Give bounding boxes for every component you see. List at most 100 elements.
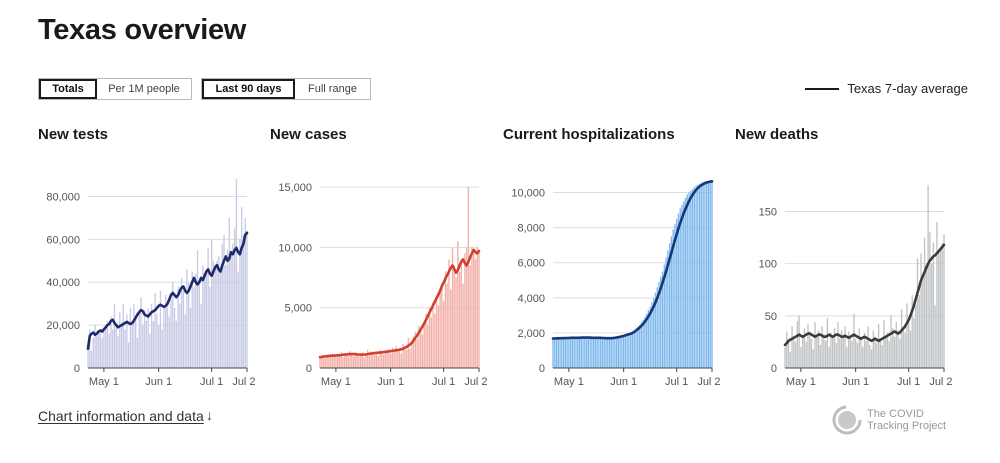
x-tick-label: Jul 1	[432, 376, 455, 388]
daily-bar	[104, 327, 107, 368]
daily-bar	[115, 325, 117, 368]
daily-bar	[246, 230, 248, 368]
daily-bar	[471, 247, 473, 368]
daily-bar	[124, 329, 126, 368]
daily-bar	[826, 317, 829, 368]
daily-bar	[389, 353, 392, 368]
daily-bar	[647, 310, 650, 368]
daily-bar	[407, 337, 410, 368]
daily-bar	[555, 338, 558, 368]
daily-bar	[672, 229, 674, 368]
daily-bar	[96, 335, 98, 368]
chart-information-link[interactable]: Chart information and data	[38, 408, 204, 424]
daily-bar	[929, 232, 931, 368]
daily-bar	[877, 324, 880, 368]
x-tick-label: May 1	[554, 376, 584, 388]
x-tick-label: Jul 21	[929, 376, 952, 388]
daily-bar	[163, 307, 165, 368]
seven-day-average-line	[783, 243, 946, 347]
x-tick-label: Jun 1	[842, 376, 869, 388]
daily-bar	[840, 330, 843, 368]
y-tick-label: 100	[759, 259, 777, 271]
covid-tracking-project-logo[interactable]: The COVID Tracking Project	[832, 405, 946, 435]
daily-bar	[476, 247, 478, 368]
daily-bar	[239, 239, 241, 368]
daily-bar	[170, 299, 172, 368]
daily-bar	[435, 295, 438, 368]
daily-bar	[686, 194, 688, 368]
daily-bar	[695, 185, 697, 368]
daily-bar	[645, 313, 648, 368]
daily-bar	[159, 290, 162, 368]
daily-bar	[707, 181, 710, 368]
daily-bar	[688, 192, 690, 368]
daily-bar	[653, 297, 655, 368]
daily-bar	[559, 337, 561, 368]
daily-bar	[577, 338, 579, 368]
daily-bar	[619, 336, 621, 368]
y-tick-label: 150	[759, 207, 777, 219]
daily-bar	[596, 337, 598, 368]
daily-bar	[432, 301, 434, 368]
last-90-days-button[interactable]: Last 90 days	[202, 79, 295, 99]
daily-bar	[154, 292, 156, 368]
daily-bar	[398, 349, 401, 368]
daily-bar	[232, 243, 234, 368]
daily-bar	[441, 283, 443, 368]
daily-bar	[691, 189, 694, 368]
daily-bar	[568, 338, 570, 368]
daily-bar	[932, 242, 935, 368]
x-tick-label: Jun 1	[145, 376, 172, 388]
daily-bar	[573, 337, 575, 368]
daily-bar	[907, 322, 910, 368]
daily-bar	[791, 326, 793, 368]
daily-bar	[173, 307, 176, 368]
daily-bar	[904, 332, 906, 368]
daily-bar	[578, 337, 581, 368]
daily-bar	[637, 326, 639, 368]
daily-bar	[147, 307, 149, 368]
daily-bar	[881, 345, 883, 368]
daily-bar	[819, 345, 822, 368]
daily-bar	[372, 352, 374, 368]
daily-bar	[196, 250, 199, 368]
daily-bar	[554, 339, 556, 368]
y-tick-label: 15,000	[278, 182, 312, 194]
daily-bar	[697, 184, 699, 368]
daily-bar	[191, 271, 193, 368]
daily-bar	[425, 313, 427, 368]
daily-bar	[693, 187, 696, 368]
daily-bar	[622, 335, 625, 368]
daily-bar	[810, 338, 813, 368]
daily-bar	[186, 269, 188, 368]
x-tick-label: May 1	[786, 376, 816, 388]
daily-bar	[226, 250, 229, 368]
daily-bar	[805, 341, 807, 368]
daily-bar	[920, 253, 922, 368]
daily-bar	[809, 331, 811, 368]
y-tick-label: 5,000	[284, 303, 312, 315]
daily-bar	[473, 253, 475, 368]
daily-bar	[467, 187, 470, 368]
daily-bar	[867, 326, 869, 368]
daily-bar	[608, 338, 611, 368]
daily-bar	[138, 312, 140, 368]
daily-bar	[654, 292, 657, 368]
daily-bar	[172, 282, 174, 368]
daily-bar	[787, 338, 790, 368]
page-title: Texas overview	[38, 14, 247, 46]
full-range-button[interactable]: Full range	[295, 79, 370, 99]
daily-bar	[142, 325, 144, 368]
daily-bar	[922, 274, 924, 368]
daily-bar	[631, 332, 634, 368]
daily-bar	[453, 265, 455, 368]
daily-bar	[106, 320, 109, 368]
daily-bar	[585, 337, 588, 368]
daily-bar	[188, 282, 190, 368]
totals-button[interactable]: Totals	[39, 79, 97, 99]
daily-bar	[180, 277, 183, 368]
y-tick-label: 0	[539, 363, 545, 375]
daily-bar	[455, 277, 457, 368]
per-million-button[interactable]: Per 1M people	[97, 79, 191, 99]
seven-day-average-line	[86, 231, 249, 350]
